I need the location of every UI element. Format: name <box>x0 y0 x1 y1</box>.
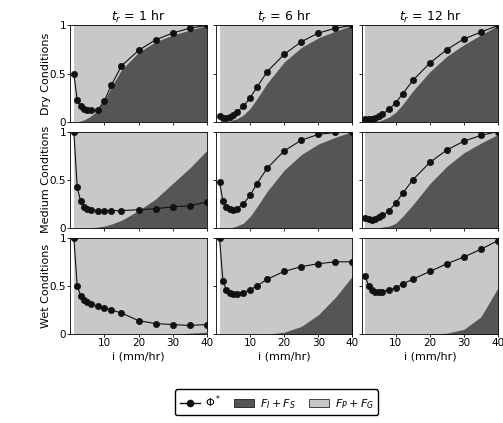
Title: $t_r$ = 6 hr: $t_r$ = 6 hr <box>257 9 311 25</box>
Y-axis label: Wet Conditions: Wet Conditions <box>41 244 51 328</box>
Legend: $\Phi^*$, $F_I + F_S$, $F_P + F_G$: $\Phi^*$, $F_I + F_S$, $F_P + F_G$ <box>175 390 378 415</box>
Title: $t_r$ = 1 hr: $t_r$ = 1 hr <box>111 9 165 25</box>
X-axis label: i (mm/hr): i (mm/hr) <box>112 351 165 361</box>
Y-axis label: Medium Conditions: Medium Conditions <box>41 126 51 233</box>
Y-axis label: Dry Conditions: Dry Conditions <box>41 33 51 115</box>
X-axis label: i (mm/hr): i (mm/hr) <box>403 351 456 361</box>
X-axis label: i (mm/hr): i (mm/hr) <box>258 351 310 361</box>
Title: $t_r$ = 12 hr: $t_r$ = 12 hr <box>399 9 461 25</box>
